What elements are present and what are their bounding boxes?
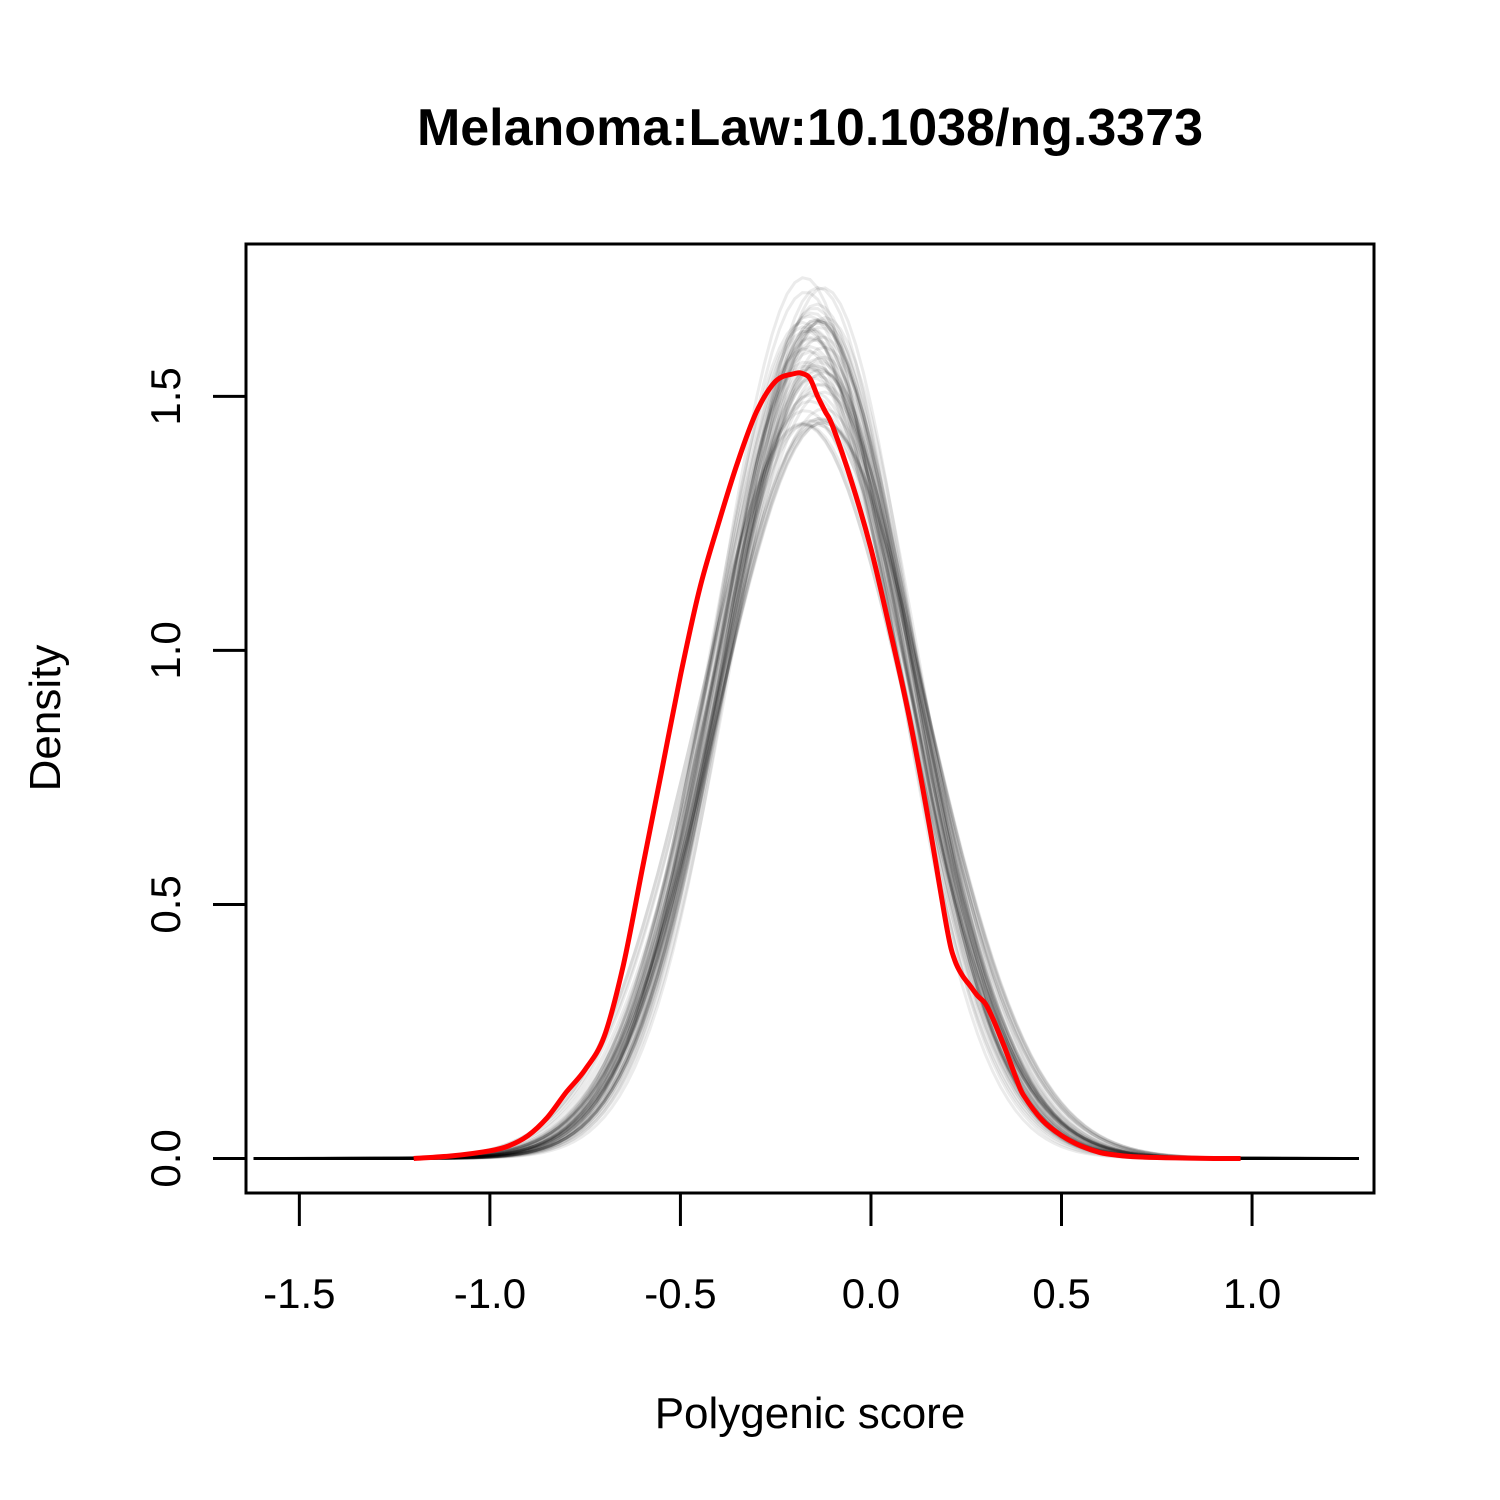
simulated-curve — [253, 390, 1359, 1160]
observed-density-curve — [413, 370, 1241, 1162]
simulated-curve — [253, 360, 1359, 1160]
y-tick-label: 1.0 — [142, 621, 189, 679]
simulated-curve — [253, 320, 1359, 1160]
simulated-curve — [253, 355, 1359, 1160]
simulated-curve — [253, 419, 1359, 1160]
x-axis: -1.5 -1.0 -0.5 0.0 0.5 1.0 — [263, 1191, 1281, 1317]
simulated-curve — [253, 407, 1359, 1160]
simulated-curve — [253, 421, 1359, 1160]
simulated-curve — [253, 382, 1359, 1160]
simulated-curve — [253, 368, 1359, 1160]
simulated-curve — [253, 318, 1359, 1160]
simulated-curve — [253, 423, 1359, 1160]
simulated-curve — [253, 399, 1359, 1160]
simulated-curve — [253, 423, 1359, 1160]
simulated-curve — [253, 317, 1359, 1160]
simulated-curve — [253, 373, 1359, 1160]
simulated-curve — [253, 367, 1359, 1160]
simulated-curve — [253, 357, 1359, 1160]
simulated-curve — [253, 318, 1359, 1160]
simulated-curve — [253, 421, 1359, 1160]
x-tick-label: -1.5 — [263, 1270, 335, 1317]
x-tick-label: 0.5 — [1032, 1270, 1090, 1317]
x-tick-label: -1.0 — [454, 1270, 526, 1317]
x-tick-label: -0.5 — [644, 1270, 716, 1317]
simulated-curve — [253, 311, 1359, 1160]
simulated-curve — [253, 376, 1359, 1160]
simulated-curve — [253, 422, 1359, 1160]
simulated-curve — [253, 344, 1359, 1160]
simulated-curve — [253, 418, 1359, 1160]
simulated-curve — [253, 335, 1359, 1160]
observed-density-curve-group — [413, 370, 1241, 1162]
y-tick-label: 1.5 — [142, 367, 189, 425]
y-tick-label: 0.0 — [142, 1129, 189, 1187]
simulated-curve — [253, 363, 1359, 1160]
simulated-curve — [253, 347, 1359, 1160]
simulated-curve — [253, 364, 1359, 1160]
simulated-curve — [253, 421, 1359, 1160]
simulated-curve — [253, 382, 1359, 1160]
simulated-curve — [253, 337, 1359, 1160]
simulated-curve — [253, 360, 1359, 1160]
simulated-curve — [253, 320, 1359, 1160]
simulated-curve — [253, 416, 1359, 1160]
simulated-curve — [253, 371, 1359, 1160]
x-axis-label: Polygenic score — [655, 1389, 966, 1438]
chart-title: Melanoma:Law:10.1038/ng.3373 — [417, 99, 1203, 157]
x-tick-label: 1.0 — [1223, 1270, 1281, 1317]
y-tick-label: 0.5 — [142, 875, 189, 933]
simulated-curve — [253, 321, 1359, 1160]
simulated-curve — [253, 364, 1359, 1160]
y-axis: 0.0 0.5 1.0 1.5 — [142, 367, 248, 1188]
y-axis-label: Density — [21, 645, 70, 792]
simulated-curve — [253, 329, 1359, 1160]
simulated-curve — [253, 335, 1359, 1160]
simulated-curve — [253, 306, 1359, 1160]
simulated-curve — [253, 327, 1359, 1160]
simulated-curve — [253, 325, 1359, 1160]
simulated-curve — [253, 329, 1359, 1160]
simulated-density-curves — [253, 276, 1359, 1160]
simulated-curve — [253, 315, 1359, 1160]
simulated-curve — [253, 409, 1359, 1160]
simulated-curve — [253, 345, 1359, 1160]
x-tick-label: 0.0 — [842, 1270, 900, 1317]
simulated-curve — [253, 393, 1359, 1160]
simulated-curve — [253, 325, 1359, 1160]
simulated-curve — [253, 367, 1359, 1160]
simulated-curve — [253, 318, 1359, 1160]
simulated-curve — [253, 391, 1359, 1160]
simulated-curve — [253, 338, 1359, 1160]
simulated-curve — [253, 314, 1359, 1160]
simulated-curve — [253, 350, 1359, 1160]
simulated-curve — [253, 417, 1359, 1160]
